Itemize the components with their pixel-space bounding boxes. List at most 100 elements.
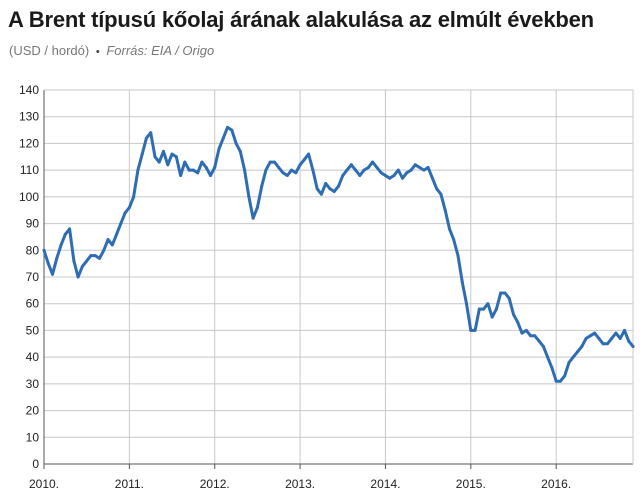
data-point [379, 171, 383, 175]
data-point [127, 206, 131, 209]
data-point [512, 312, 515, 316]
x-tick-label: 2014. [370, 477, 400, 491]
data-point [290, 168, 294, 172]
data-point [46, 262, 50, 266]
data-point [430, 176, 434, 180]
data-point [524, 328, 528, 332]
data-point [243, 168, 247, 172]
data-point [349, 163, 353, 167]
data-point [89, 254, 93, 258]
data-point [554, 379, 558, 383]
data-point [345, 168, 349, 172]
data-point [153, 155, 157, 159]
data-point [277, 166, 281, 169]
data-point [324, 182, 328, 185]
data-point [63, 232, 67, 236]
data-point [337, 184, 340, 188]
data-point [179, 174, 183, 177]
separator-dot: • [95, 46, 100, 58]
data-point [264, 168, 268, 172]
data-point [42, 248, 46, 252]
data-point [332, 190, 336, 193]
data-point [486, 302, 490, 306]
data-point [631, 345, 635, 348]
data-point [170, 152, 174, 156]
data-point [98, 256, 101, 260]
data-point [571, 355, 575, 359]
data-point [375, 166, 379, 169]
y-tick-label: 100 [19, 190, 39, 204]
data-point [213, 166, 217, 169]
data-point [281, 171, 285, 175]
data-point [541, 345, 545, 348]
data-point [494, 307, 498, 311]
data-point [226, 125, 229, 129]
data-point [59, 243, 63, 247]
grid-layer [44, 89, 633, 464]
data-point [149, 131, 153, 135]
chart-subtitle: (USD / hordó) • Forrás: EIA / Origo [9, 43, 214, 58]
data-point [140, 152, 144, 156]
data-point [588, 334, 592, 338]
data-point [452, 238, 456, 242]
data-point [383, 174, 387, 177]
data-point [482, 307, 486, 311]
data-point [68, 227, 72, 231]
data-point [358, 174, 362, 177]
data-point [477, 307, 481, 311]
data-point [465, 302, 468, 306]
data-point [563, 374, 567, 378]
data-point [584, 336, 588, 340]
data-point [102, 248, 106, 252]
data-point [268, 160, 272, 164]
data-point [409, 168, 413, 172]
data-point [115, 232, 119, 236]
data-point [546, 355, 550, 359]
data-point [221, 136, 225, 140]
x-tick-label: 2012. [200, 477, 230, 491]
data-point [550, 366, 554, 370]
data-point [435, 187, 439, 191]
axis-layer [43, 89, 634, 469]
data-point [439, 192, 443, 196]
data-point [311, 168, 315, 172]
data-point [209, 174, 212, 177]
data-point [110, 243, 114, 247]
data-point [285, 174, 289, 177]
data-point [162, 149, 165, 153]
data-point [366, 166, 370, 169]
data-point [460, 280, 464, 284]
data-point [422, 168, 426, 172]
y-tick-label: 120 [19, 136, 39, 150]
data-point [516, 320, 520, 324]
data-point [93, 254, 97, 258]
data-point [247, 195, 251, 199]
data-point [558, 379, 562, 383]
data-point [396, 168, 400, 172]
data-point [601, 342, 605, 346]
tick-label-layer: 0 10 20 30 40 50 60 70 80 90 100 110 120 130 140 2010. 2… [19, 83, 571, 491]
data-point [473, 328, 477, 332]
data-point [362, 168, 366, 172]
data-point [490, 315, 494, 319]
data-point [597, 336, 601, 340]
data-point [302, 158, 306, 161]
data-point [51, 272, 54, 276]
data-point [80, 264, 84, 268]
data-point [328, 187, 332, 191]
data-point [593, 331, 597, 335]
data-point [157, 160, 161, 164]
y-tick-label: 50 [26, 323, 40, 337]
data-point [260, 184, 264, 188]
data-point [72, 259, 76, 263]
y-tick-label: 30 [26, 377, 40, 391]
y-tick-label: 10 [26, 430, 40, 444]
y-tick-label: 80 [26, 243, 40, 257]
y-tick-label: 90 [26, 217, 40, 231]
data-point [132, 195, 136, 199]
data-point [251, 216, 255, 220]
data-point [307, 152, 311, 156]
data-point [234, 141, 238, 145]
data-point [298, 163, 302, 167]
